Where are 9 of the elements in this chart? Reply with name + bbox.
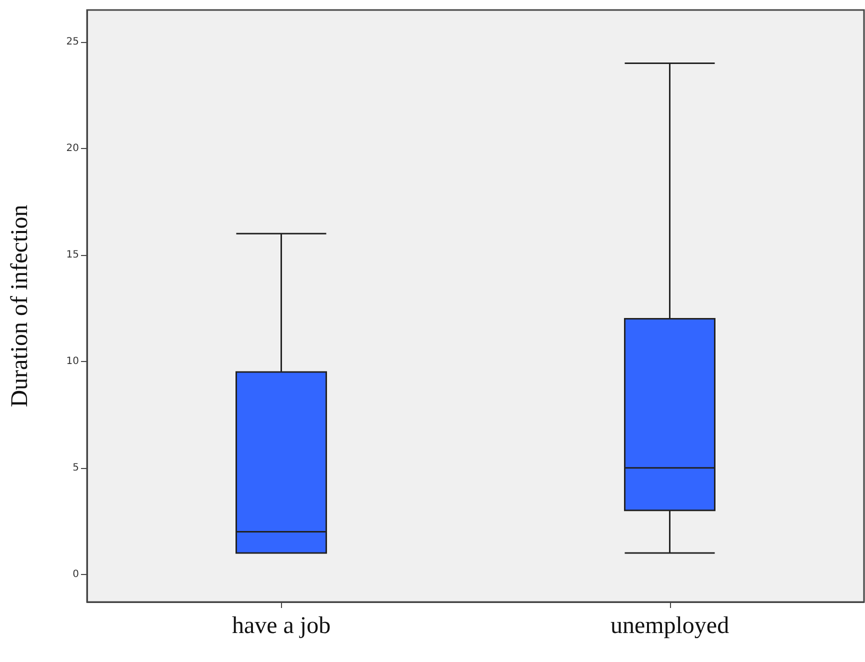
y-tick-label: 5 [72,462,79,474]
y-tick-label: 10 [66,356,79,367]
y-axis-title: Duration of infection [7,204,33,408]
y-tick-label: 20 [66,142,79,154]
x-tick-label: have a job [232,613,331,639]
y-tick-label: 0 [72,568,79,580]
y-tick-label: 15 [66,249,79,260]
x-tick-label: unemployed [610,613,730,639]
y-tick-label: 25 [66,36,79,48]
